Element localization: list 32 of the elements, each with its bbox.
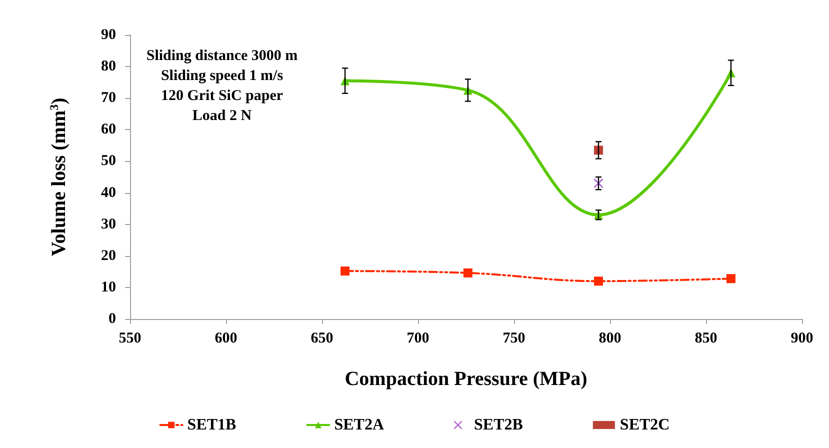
- annotation: 120 Grit SiC paper: [160, 88, 284, 104]
- x-tick-label: 700: [406, 330, 430, 346]
- x-tick-label: 800: [598, 330, 622, 346]
- y-tick-label: 50: [101, 153, 116, 170]
- x-axis-title: Compaction Pressure (MPa): [344, 368, 588, 390]
- y-tick-label: 10: [101, 279, 116, 296]
- x-tick-label: 850: [694, 330, 718, 346]
- y-tick-label: 60: [101, 122, 116, 138]
- x-tick-label: 550: [118, 330, 142, 346]
- y-tick-label: 40: [101, 184, 116, 201]
- point: [340, 266, 350, 276]
- legend-label: SET2A: [334, 416, 384, 434]
- point: [463, 268, 472, 278]
- y-tick-label: 80: [101, 58, 116, 75]
- y-tick-label: 0: [108, 311, 116, 327]
- annotation: Sliding speed 1 m/s: [160, 68, 284, 84]
- legend-label: SET2B: [474, 416, 524, 434]
- annotation: Load 2 N: [192, 108, 252, 124]
- legend-label: SET1B: [187, 416, 237, 434]
- y-tick-label: 20: [101, 248, 116, 264]
- x-tick-label: 900: [790, 330, 814, 346]
- point: [594, 276, 603, 286]
- y-tick-label: 30: [101, 216, 116, 232]
- legend-label: SET2C: [620, 416, 670, 434]
- annotation: Sliding distance 3000 m: [146, 48, 298, 64]
- y-axis-title: Volume loss (mm3): [47, 98, 70, 256]
- y-tick-label: 90: [101, 27, 116, 43]
- point: [726, 274, 736, 284]
- x-tick-label: 750: [502, 330, 526, 346]
- x-tick-label: 650: [310, 330, 334, 346]
- y-tick-label: 70: [101, 90, 116, 106]
- x-tick-label: 600: [214, 330, 238, 346]
